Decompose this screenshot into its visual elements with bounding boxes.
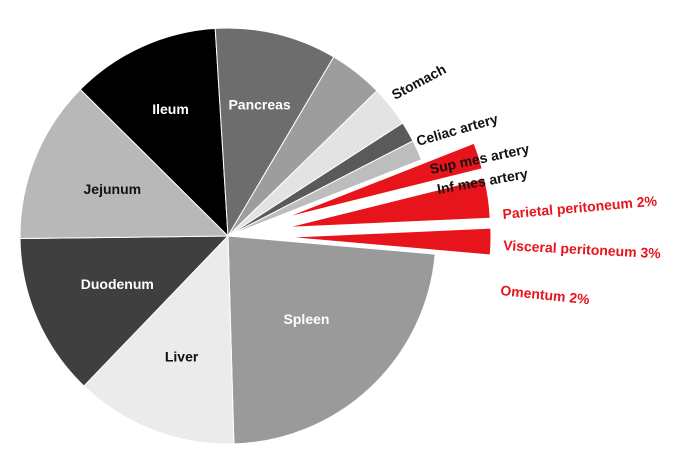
- slice-label-celiac-artery: Celiac artery: [414, 110, 499, 149]
- pie-slice-spleen: [227, 235, 436, 445]
- slice-label-duodenum: Duodenum: [81, 276, 154, 292]
- slice-label-visceral-peritoneum: Visceral peritoneum 3%: [503, 237, 662, 261]
- slice-label-pancreas: Pancreas: [228, 97, 290, 113]
- slice-label-spleen: Spleen: [284, 311, 330, 327]
- pie-slices: [19, 27, 492, 445]
- pie-slice-liver: [83, 234, 235, 445]
- pie-slice-visceral-peritoneum: [287, 177, 491, 228]
- pie-slice-parietal-peritoneum: [284, 142, 483, 219]
- pie-slice-pancreas: [214, 27, 335, 238]
- pie-slice-jejunum: [19, 88, 230, 239]
- pie-slice-ileum: [79, 27, 229, 238]
- pie-slice-duodenum: [19, 235, 230, 387]
- slice-label-ileum: Ileum: [152, 101, 189, 117]
- slice-label-stomach: Stomach: [389, 61, 449, 103]
- slice-label-omentum: Omentum 2%: [500, 282, 591, 307]
- pie-slice-inf-mes-artery: [227, 140, 423, 237]
- pie-slice-omentum: [287, 227, 492, 256]
- slice-label-parietal-peritoneum: Parietal peritoneum 2%: [502, 193, 658, 222]
- slice-label-jejunum: Jejunum: [84, 181, 142, 197]
- slice-label-liver: Liver: [165, 348, 199, 364]
